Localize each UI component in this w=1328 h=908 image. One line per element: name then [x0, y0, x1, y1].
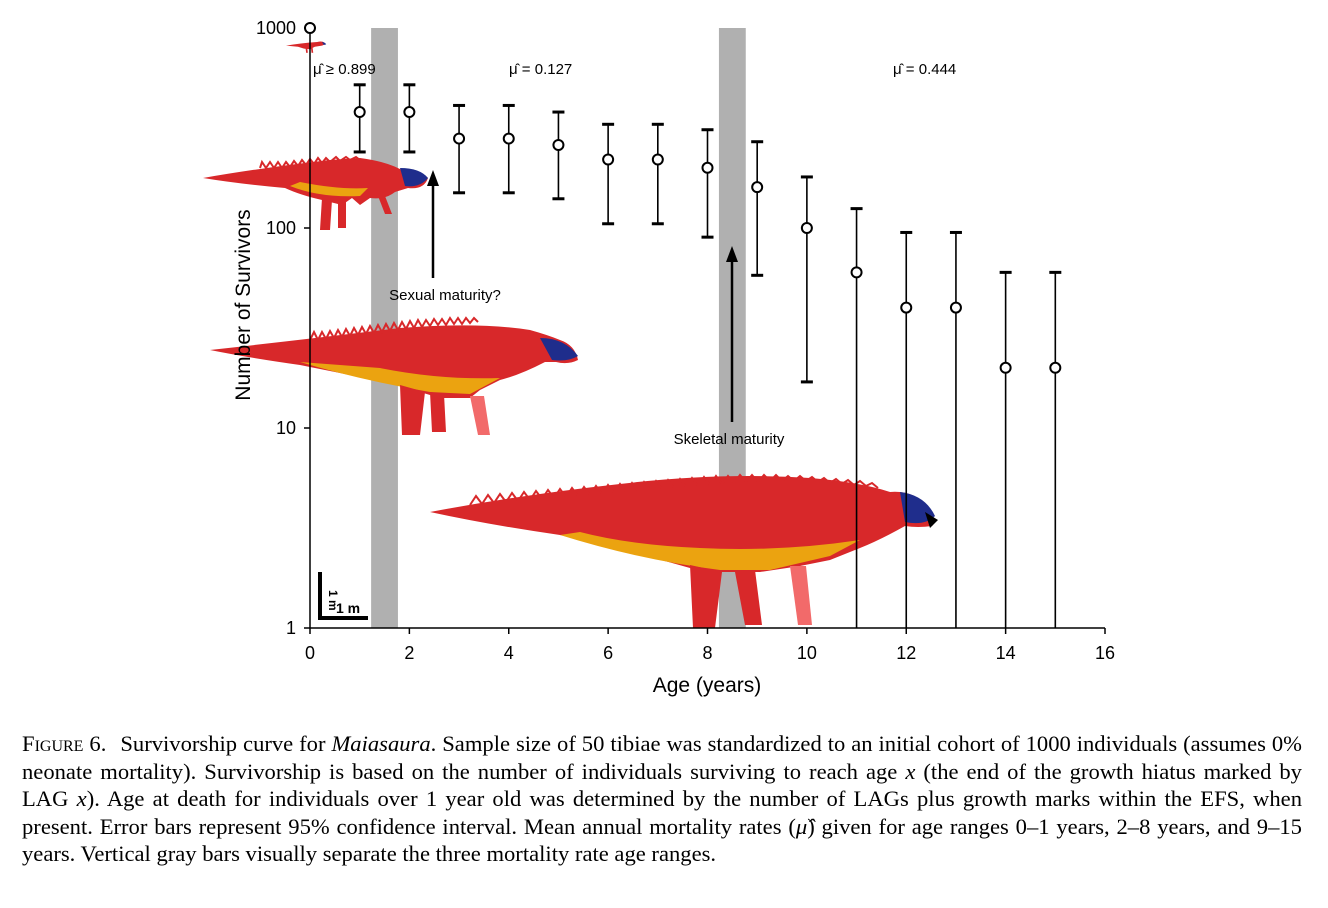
x-tick-label: 2	[404, 643, 414, 663]
y-tick-label: 1	[286, 618, 296, 638]
y-tick-label: 10	[276, 418, 296, 438]
y-axis-label: Number of Survivors	[232, 209, 255, 400]
mu-annotation-0-1: μ̂ ≥ 0.899	[313, 61, 376, 78]
x-tick-label: 6	[603, 643, 613, 663]
data-point	[304, 22, 316, 34]
x-tick-label: 10	[797, 643, 817, 663]
skeletal-maturity-arrow-icon	[726, 246, 738, 422]
data-point	[552, 139, 565, 152]
dinosaur-juvenile-icon	[203, 155, 428, 230]
mu-annotation-2-8: μ̂ = 0.127	[509, 61, 572, 78]
x-tick-label: 14	[996, 643, 1016, 663]
data-point	[1049, 361, 1062, 374]
x-tick-label: 4	[504, 643, 514, 663]
figure-caption: Figure 6. Survivorship curve for Maiasaur…	[22, 730, 1302, 868]
x-tick-label: 0	[305, 643, 315, 663]
data-point	[651, 153, 664, 166]
caption-mu-symbol: μ̂	[795, 813, 808, 839]
x-tick-label: 16	[1095, 643, 1115, 663]
data-point	[502, 132, 515, 145]
data-points	[304, 22, 1062, 374]
x-axis-ticks: 0 2 4 6 8 10 12 14 16	[305, 628, 1115, 663]
data-point	[403, 106, 416, 119]
caption-text-2: . Sample size of 50 tibiae was standardi…	[22, 731, 1302, 784]
data-point	[800, 222, 813, 234]
caption-var-x: x	[905, 758, 916, 784]
caption-text-3: (the end of the growth hiatus marked by …	[22, 758, 1302, 812]
dinosaur-hatchling-icon	[286, 41, 327, 53]
y-tick-label: 100	[266, 218, 296, 238]
x-tick-label: 8	[702, 643, 712, 663]
data-point	[701, 161, 714, 174]
caption-text-4: ). Age at death for individuals over 1 y…	[22, 786, 1302, 839]
skeletal-maturity-label: Skeletal maturity	[674, 431, 785, 448]
scale-bar-vertical-label: 1 m	[326, 590, 340, 611]
data-point	[999, 361, 1012, 374]
x-tick-label: 12	[896, 643, 916, 663]
y-axis-ticks: 1 10 100 1000	[256, 18, 310, 638]
caption-text-1: Survivorship curve for	[120, 731, 332, 756]
scale-bar: 1 m 1 m	[318, 572, 368, 620]
survivorship-chart: 0 2 4 6 8 10 12 14 16 1 10 100 1000 Age (years) Num…	[203, 18, 1115, 697]
data-point	[453, 132, 466, 145]
caption-label: Figure 6.	[22, 731, 107, 756]
data-point	[751, 181, 764, 194]
data-point	[353, 106, 366, 119]
data-point	[850, 266, 863, 279]
caption-var-x2: x	[76, 786, 87, 811]
dinosaur-subadult-icon	[210, 316, 578, 435]
y-tick-label: 1000	[256, 18, 296, 38]
data-point	[949, 301, 962, 314]
caption-text-5: ) given for age ranges 0–1 years, 2–8 ye…	[22, 813, 1302, 867]
x-axis-label: Age (years)	[653, 674, 762, 697]
caption-genus: Maiasaura	[331, 731, 431, 756]
data-point	[602, 153, 615, 166]
sexual-maturity-label: Sexual maturity?	[389, 287, 501, 304]
sexual-maturity-arrow-icon	[427, 170, 439, 278]
dinosaur-adult-icon	[430, 473, 938, 628]
scale-bar-label: 1 m	[336, 600, 360, 616]
error-bars	[353, 83, 1062, 628]
data-point	[900, 301, 913, 314]
mu-annotation-9-15: μ̂ = 0.444	[893, 61, 956, 78]
